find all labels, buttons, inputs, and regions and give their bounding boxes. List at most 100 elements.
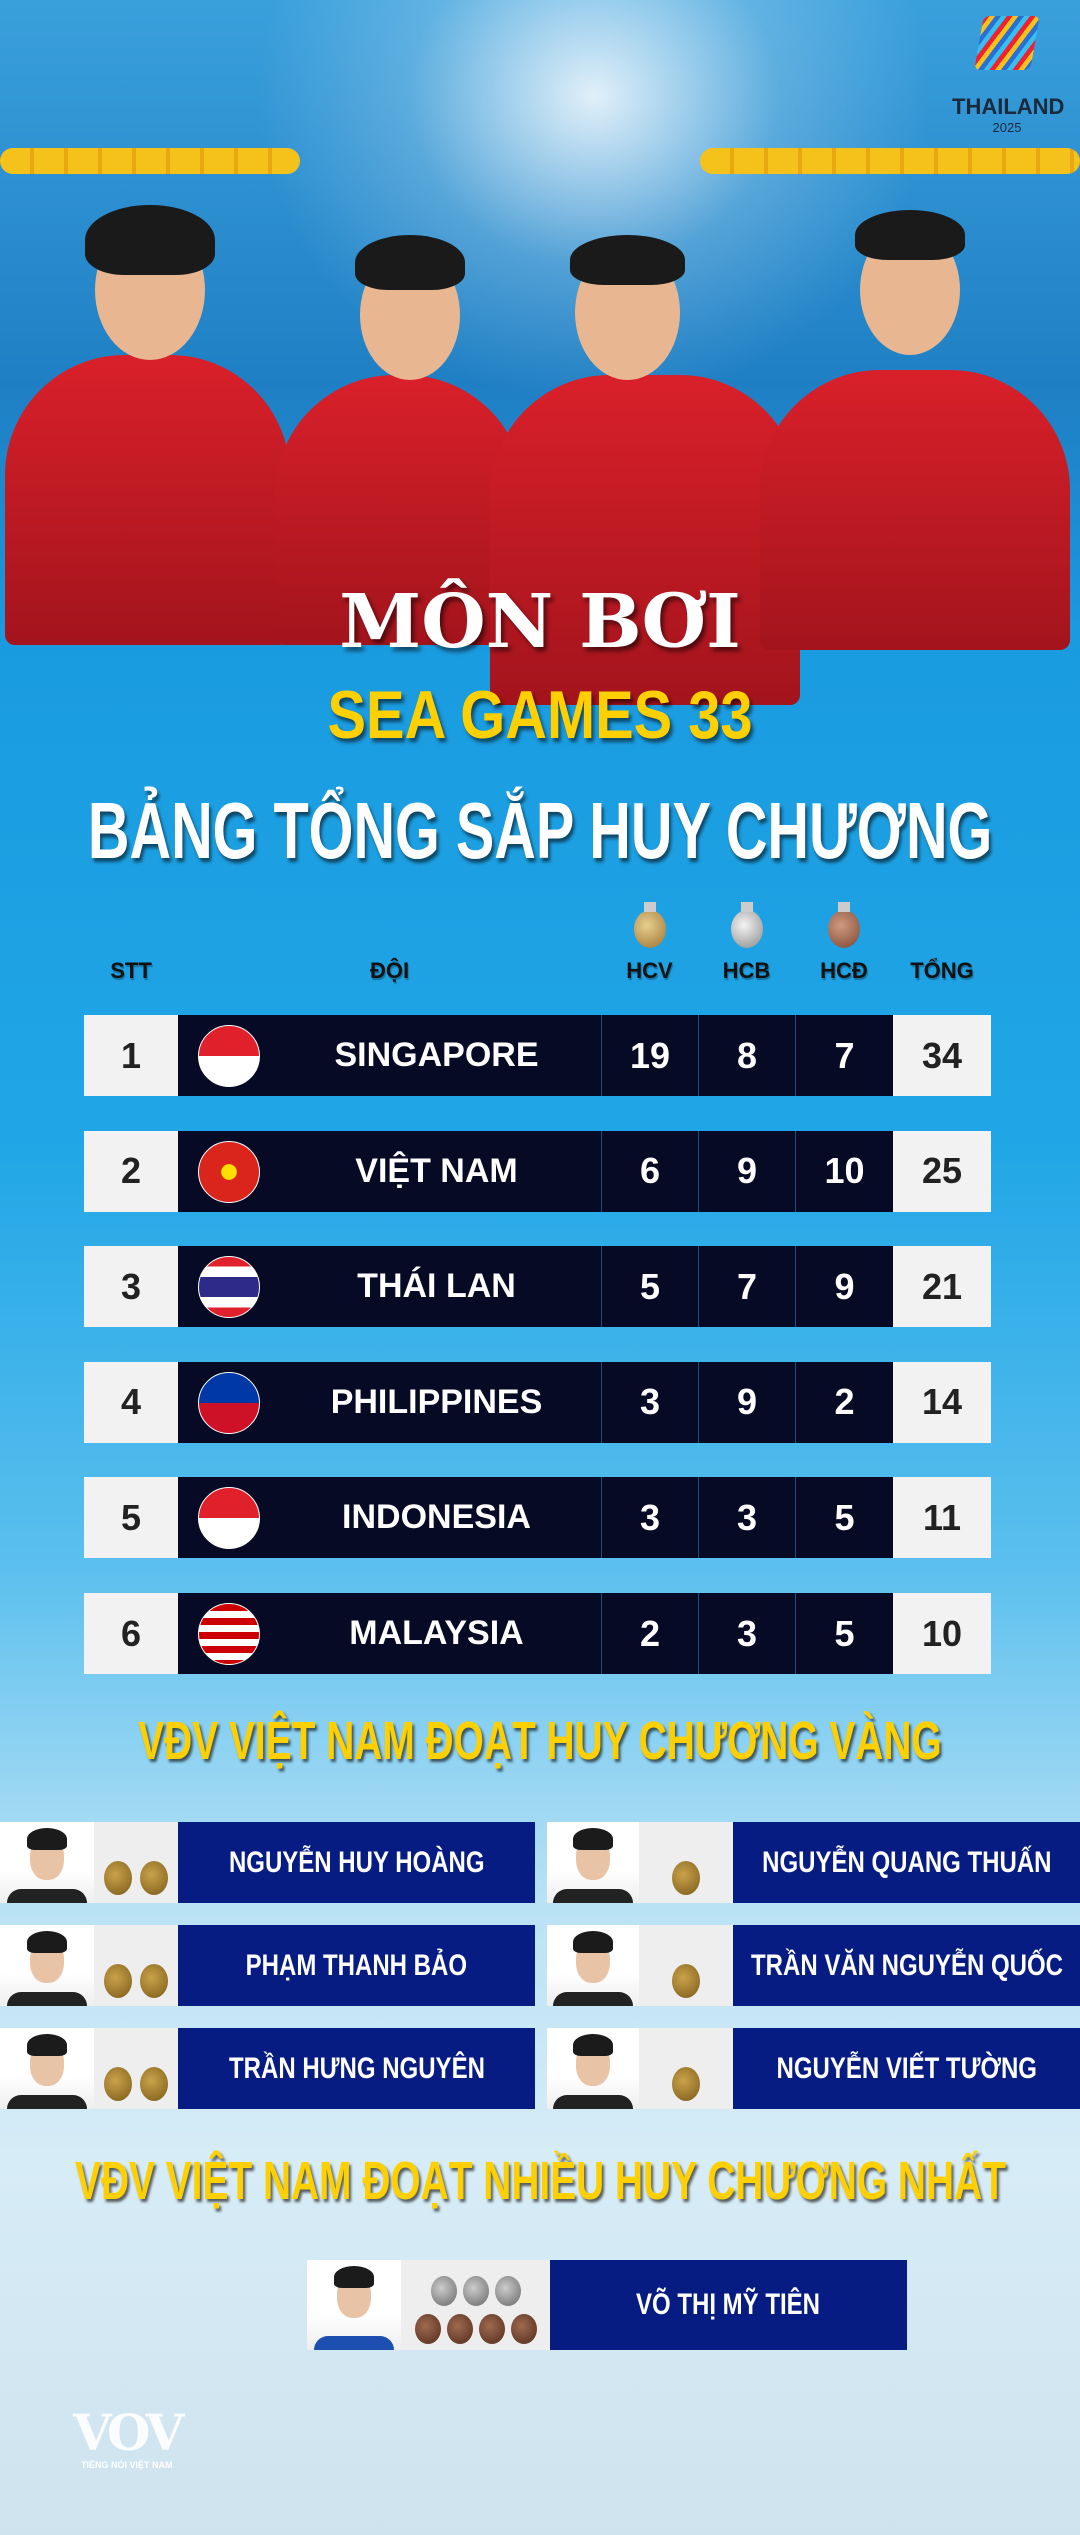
silver-medal-icon (430, 2276, 457, 2306)
athlete-hair (85, 205, 215, 275)
athlete-name: NGUYỄN QUANG THUẤN (733, 1822, 1080, 1903)
athlete-photo (0, 2028, 94, 2109)
athlete-name: TRẦN HƯNG NGUYÊN (178, 2028, 535, 2109)
team-cell: THÁI LAN (178, 1246, 601, 1328)
athlete-photo (547, 2028, 639, 2109)
gold-medal-icon (672, 1861, 700, 1895)
bronze-cell: 9 (795, 1246, 893, 1328)
team-cell: SINGAPORE (178, 1015, 601, 1096)
athlete-figure (760, 370, 1070, 650)
header-bronze: HCĐ (820, 958, 868, 983)
athlete-photo (0, 1925, 94, 2006)
athlete-name: NGUYỄN VIẾT TƯỜNG (733, 2028, 1080, 2109)
table-row: 1 SINGAPORE 19 8 7 34 (84, 1015, 991, 1096)
silver-cell: 9 (698, 1361, 795, 1443)
vietnam-flag-icon (198, 1140, 260, 1203)
team-cell: PHILIPPINES (178, 1361, 601, 1443)
athlete-card: NGUYỄN HUY HOÀNG (0, 1822, 535, 1903)
athlete-card: NGUYỄN QUANG THUẤN (547, 1822, 1080, 1903)
team-name: VIỆT NAM (355, 1151, 518, 1190)
athlete-name: TRẦN VĂN NGUYỄN QUỐC (733, 1925, 1080, 2006)
team-name: THÁI LAN (357, 1267, 516, 1306)
medal-icons (94, 2028, 178, 2109)
total-cell: 25 (893, 1130, 991, 1212)
gold-cell: 5 (601, 1246, 698, 1328)
philippines-flag-icon (198, 1371, 260, 1434)
header-total: TỔNG (910, 958, 974, 983)
bronze-cell: 2 (795, 1361, 893, 1443)
medal-icons (94, 1822, 178, 1903)
header-gold: HCV (626, 958, 673, 983)
malaysia-flag-icon (198, 1603, 260, 1665)
gold-section-heading: VĐV VIỆT NAM ĐOẠT HUY CHƯƠNG VÀNG (138, 1711, 942, 1771)
bronze-cell: 10 (795, 1130, 893, 1212)
indonesia-flag-icon (198, 1487, 260, 1550)
gold-cell: 19 (601, 1015, 698, 1096)
bronze-cell: 5 (795, 1593, 893, 1674)
gold-medal-icon (140, 1861, 168, 1895)
silver-medal-icon (462, 2276, 489, 2306)
silver-medal-icon (731, 902, 763, 948)
athlete-hair (855, 210, 965, 260)
medal-icons (639, 1822, 733, 1903)
gold-medal-icon (672, 1964, 700, 1998)
medal-icons (639, 2028, 733, 2109)
athlete-card: VÕ THỊ MỸ TIÊN (307, 2260, 907, 2350)
gold-medal-icon (104, 1861, 132, 1895)
table-row: 4 PHILIPPINES 3 9 2 14 (84, 1361, 991, 1443)
rank-cell: 2 (84, 1130, 178, 1212)
team-name: PHILIPPINES (330, 1382, 543, 1421)
title-sport: MÔN BƠI (339, 579, 741, 665)
team-cell: MALAYSIA (178, 1593, 601, 1674)
lane-rope (0, 148, 300, 174)
rank-cell: 4 (84, 1361, 178, 1443)
gold-cell: 3 (601, 1477, 698, 1559)
table-row: 3 THÁI LAN 5 7 9 21 (84, 1246, 991, 1328)
team-name: INDONESIA (342, 1498, 531, 1537)
gold-medal-icon (140, 1964, 168, 1998)
bronze-cell: 7 (795, 1015, 893, 1096)
athlete-photo (307, 2260, 401, 2350)
medal-icons (94, 1925, 178, 2006)
silver-cell: 8 (698, 1015, 795, 1096)
gold-cell: 2 (601, 1593, 698, 1674)
most-medals-heading: VĐV VIỆT NAM ĐOẠT NHIỀU HUY CHƯƠNG NHẤT (74, 2151, 1006, 2211)
silver-cell: 3 (698, 1593, 795, 1674)
header-team: ĐỘI (369, 958, 410, 983)
silver-cell: 7 (698, 1246, 795, 1328)
silver-cell: 9 (698, 1130, 795, 1212)
athlete-card: TRẦN HƯNG NGUYÊN (0, 2028, 535, 2109)
sea-games-logo: THAILAND 2025 (952, 16, 1064, 135)
singapore-flag-icon (198, 1025, 260, 1087)
table-row: 2 VIỆT NAM 6 9 10 25 (84, 1130, 991, 1212)
total-cell: 21 (893, 1246, 991, 1328)
gold-medal-icon (104, 2067, 132, 2101)
athlete-name: VÕ THỊ MỸ TIÊN (550, 2260, 907, 2350)
bronze-cell: 5 (795, 1477, 893, 1559)
athlete-name: PHẠM THANH BẢO (178, 1925, 535, 2006)
silver-medal-icon (494, 2276, 521, 2306)
hero-photo: THAILAND 2025 (0, 0, 1080, 705)
athlete-figure (490, 375, 800, 705)
team-name: SINGAPORE (334, 1036, 539, 1074)
athlete-card: PHẠM THANH BẢO (0, 1925, 535, 2006)
total-cell: 10 (893, 1593, 991, 1674)
lane-rope (700, 148, 1080, 174)
athlete-figure (275, 375, 525, 645)
bronze-medal-icon (828, 902, 860, 948)
rank-cell: 3 (84, 1246, 178, 1328)
athlete-photo (547, 1925, 639, 2006)
title-table: BẢNG TỔNG SẮP HUY CHƯƠNG (87, 786, 993, 875)
thailand-flag-icon (198, 1256, 260, 1319)
gold-medal-icon (634, 902, 666, 948)
title-event: SEA GAMES 33 (327, 677, 753, 753)
team-cell: INDONESIA (178, 1477, 601, 1559)
vov-logo: VOV TIẾNG NÓI VIỆT NAM (73, 2403, 184, 2470)
athlete-photo (547, 1822, 639, 1903)
team-cell: VIỆT NAM (178, 1130, 601, 1212)
gold-medal-icon (140, 2067, 168, 2101)
rank-cell: 1 (84, 1015, 178, 1096)
gold-medal-icon (672, 2067, 700, 2101)
gold-medal-icon (104, 1964, 132, 1998)
team-name: MALAYSIA (349, 1614, 524, 1652)
